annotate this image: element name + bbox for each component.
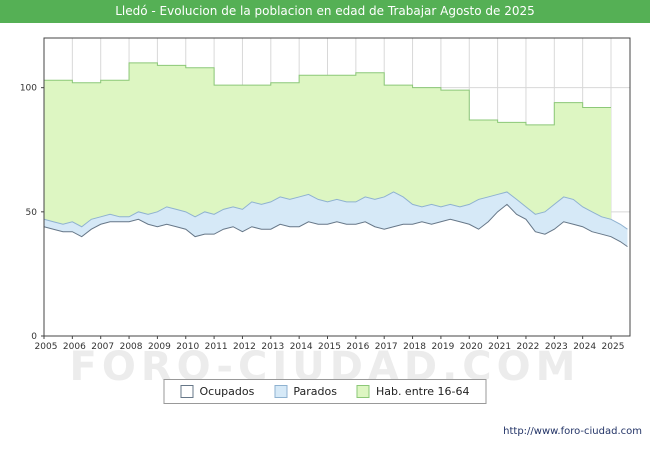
legend-label: Ocupados	[199, 385, 255, 398]
title-bar: Lledó - Evolucion de la poblacion en eda…	[0, 0, 650, 23]
x-tick-label: 2018	[403, 342, 426, 352]
y-tick-label: 100	[20, 84, 37, 94]
series-line-hab-entre-16-64	[44, 62, 612, 126]
x-tick-label: 2019	[431, 342, 454, 352]
plot-border	[43, 37, 631, 337]
x-tick-label: 2015	[318, 342, 341, 352]
x-tick-label: 2008	[120, 342, 143, 352]
series-line-parados	[43, 191, 628, 230]
legend-swatch	[180, 385, 194, 398]
x-tick-label: 2024	[573, 342, 596, 352]
legend-item: Parados	[274, 385, 337, 398]
x-tick-label: 2007	[91, 342, 114, 352]
x-tick-label: 2009	[148, 342, 171, 352]
x-tick-label: 2017	[375, 342, 398, 352]
y-tick-label: 0	[31, 332, 37, 342]
x-tick-label: 2006	[63, 342, 86, 352]
x-tick-label: 2005	[35, 342, 58, 352]
y-tick-label: 50	[26, 208, 38, 218]
x-tick-label: 2023	[545, 342, 568, 352]
x-tick-label: 2016	[346, 342, 369, 352]
x-tick-label: 2011	[205, 342, 228, 352]
population-chart: 2005 2006 2007 2008 2009 2010 2011 2012 2013 2014…	[20, 37, 631, 352]
x-tick-label: 2020	[460, 342, 483, 352]
legend-swatch	[356, 385, 370, 398]
legend-label: Hab. entre 16-64	[375, 385, 470, 398]
x-tick-label: 2012	[233, 342, 256, 352]
legend-label: Parados	[293, 385, 337, 398]
x-tick-label: 2014	[290, 342, 313, 352]
legend-item: Ocupados	[180, 385, 254, 398]
legend-swatch	[274, 385, 288, 398]
page-title: Lledó - Evolucion de la poblacion en eda…	[115, 4, 535, 18]
x-tick-label: 2013	[261, 342, 284, 352]
footer-url[interactable]: http://www.foro-ciudad.com	[503, 426, 642, 437]
chart-legend: Ocupados Parados Hab. entre 16-64	[163, 379, 487, 404]
legend-item: Hab. entre 16-64	[356, 385, 470, 398]
series-line-ocupados	[43, 203, 628, 248]
x-tick-label: 2022	[517, 342, 540, 352]
x-tick-label: 2010	[176, 342, 199, 352]
x-tick-label: 2025	[602, 342, 625, 352]
series-area-ocupados	[44, 204, 628, 336]
x-tick-label: 2021	[488, 342, 511, 352]
